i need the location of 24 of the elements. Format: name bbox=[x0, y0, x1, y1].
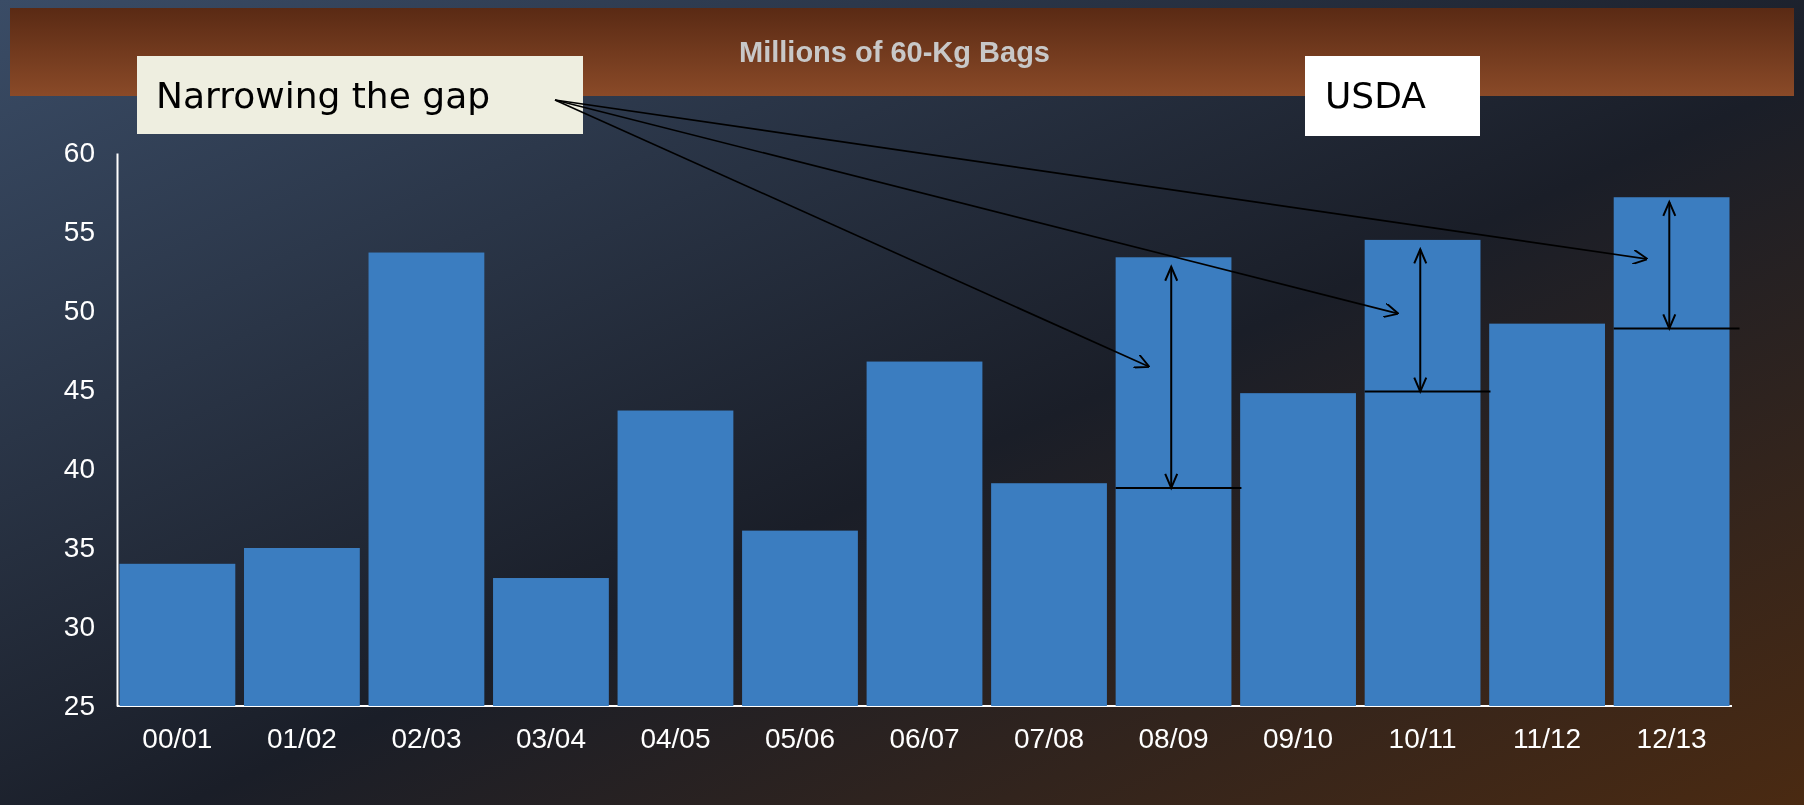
text: USDA bbox=[1325, 75, 1427, 116]
x-tick-label: 02/03 bbox=[391, 722, 462, 754]
x-tick-label: 09/10 bbox=[1263, 722, 1334, 754]
x-tick-label: 05/06 bbox=[764, 722, 836, 754]
x-tick-label: 03/04 bbox=[515, 722, 586, 754]
chart-title: Millions of 60-Kg Bags bbox=[739, 36, 1050, 68]
y-tick-label: 30 bbox=[63, 611, 95, 643]
x-tick-label: 00/01 bbox=[142, 722, 213, 754]
y-tick-label: 35 bbox=[63, 532, 95, 564]
x-tick-label: 07/08 bbox=[1013, 722, 1085, 754]
x-tick-label: 08/09 bbox=[1138, 722, 1209, 754]
y-tick-label: 40 bbox=[63, 453, 95, 485]
x-tick-label: 10/11 bbox=[1388, 722, 1457, 754]
x-tick-label: 12/13 bbox=[1636, 722, 1707, 754]
x-tick-label: 06/07 bbox=[889, 722, 960, 754]
y-tick-label: 60 bbox=[63, 137, 95, 169]
y-tick-label: 25 bbox=[63, 690, 95, 722]
y-tick-label: 55 bbox=[63, 216, 95, 248]
x-tick-label: 04/05 bbox=[640, 722, 711, 754]
y-tick-label: 50 bbox=[63, 295, 95, 327]
text: Narrowing the gap bbox=[156, 75, 491, 116]
y-tick-label: 45 bbox=[63, 374, 95, 406]
x-tick-label: 11/12 bbox=[1513, 722, 1582, 754]
x-tick-label: 01/02 bbox=[266, 722, 337, 754]
